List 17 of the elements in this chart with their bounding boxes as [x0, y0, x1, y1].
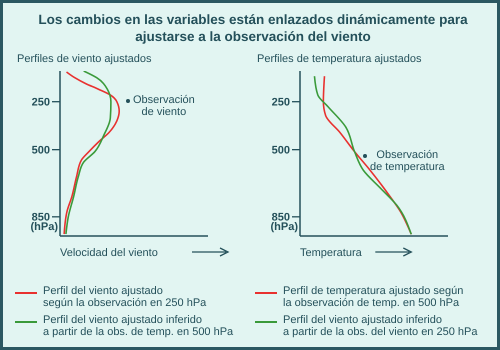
- text: Observación de viento: [133, 94, 195, 118]
- text: Los cambios en las variables están enlazados dinámicamente para ajustarse a la observación del viento: [37, 11, 469, 45]
- chart-subtitle: Perfiles de viento ajustados: [17, 53, 152, 65]
- chart-subtitle: Perfiles de temperatura ajustados: [257, 53, 422, 65]
- legend-label: Perfil de temperatura ajustado según la observación de temp. en 500 hPa: [283, 285, 464, 309]
- y-tick-label: 250: [32, 96, 50, 109]
- y-axis-title: (hPa): [270, 221, 298, 233]
- y-axis-title: (hPa): [30, 221, 58, 233]
- y-tick-label: 500: [272, 144, 290, 157]
- x-axis-title: Temperatura: [300, 247, 363, 259]
- y-tick-label: 250: [272, 96, 290, 109]
- legend-label: Perfil del viento ajustado inferido a partir de la obs. de temp. en 500 hPa: [43, 314, 234, 338]
- annotation: Observación de temperatura: [370, 149, 445, 173]
- x-axis-title: Velocidad del viento: [60, 247, 158, 259]
- legend-label: Perfil del viento ajustado según la observación en 250 hPa: [43, 285, 206, 309]
- y-tick-label: 500: [32, 144, 50, 157]
- legend-label: Perfil del viento ajustado inferido a partir de la obs. del viento en 250 hPa: [283, 314, 478, 338]
